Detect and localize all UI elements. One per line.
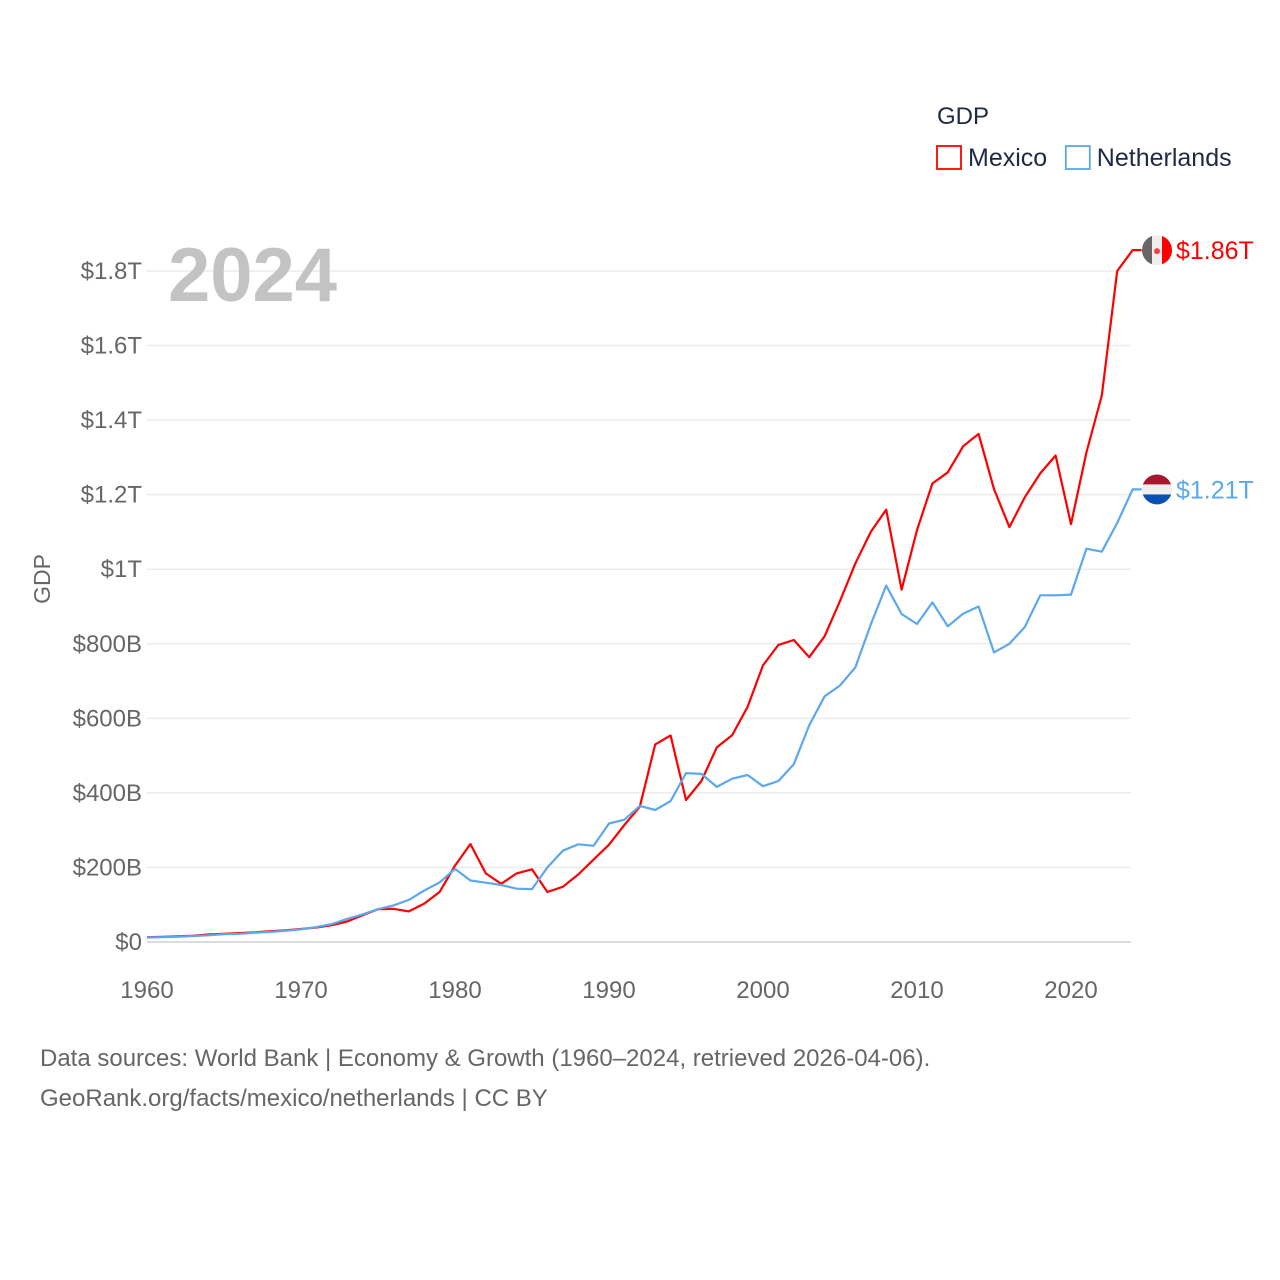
legend-swatch [936,145,962,170]
series-line-netherlands [146,488,1142,939]
footer-sources: Data sources: World Bank | Economy & Gro… [40,1045,931,1072]
y-tick-label: $400B [73,780,142,807]
y-tick-label: $1T [101,556,143,583]
legend-label[interactable]: Mexico [968,144,1047,172]
x-tick-label: 1990 [582,977,635,1004]
y-tick-label: $1.2T [81,482,143,509]
end-value-label: $1.86T [1176,237,1254,265]
y-tick-label: $200B [73,854,142,881]
legend: Mexico Netherlands [936,144,1232,172]
footer-attribution[interactable]: GeoRank.org/facts/mexico/netherlands | C… [40,1085,548,1112]
y-tick-label: $800B [73,631,142,658]
x-tick-label: 2020 [1044,977,1097,1004]
y-tick-label: $1.4T [81,407,143,434]
netherlands-flag-icon [1142,474,1172,505]
y-tick-label: $600B [73,705,142,732]
year-watermark: 2024 [168,233,337,318]
series-line-mexico [146,249,1142,939]
end-value-label: $1.21T [1176,476,1254,504]
y-tick-label: $0 [115,929,142,956]
x-tick-label: 1960 [120,977,173,1004]
x-tick-label: 1970 [274,977,327,1004]
y-axis-title: GDP [29,554,55,604]
mexico-flag-icon [1142,235,1172,266]
legend-title: GDP [937,103,989,130]
legend-label[interactable]: Netherlands [1097,144,1232,172]
legend-swatch [1064,145,1091,170]
x-tick-label: 1980 [428,977,481,1004]
x-tick-label: 2010 [890,977,943,1004]
y-tick-label: $1.8T [81,258,143,285]
y-tick-label: $1.6T [81,333,143,360]
x-tick-label: 2000 [736,977,789,1004]
